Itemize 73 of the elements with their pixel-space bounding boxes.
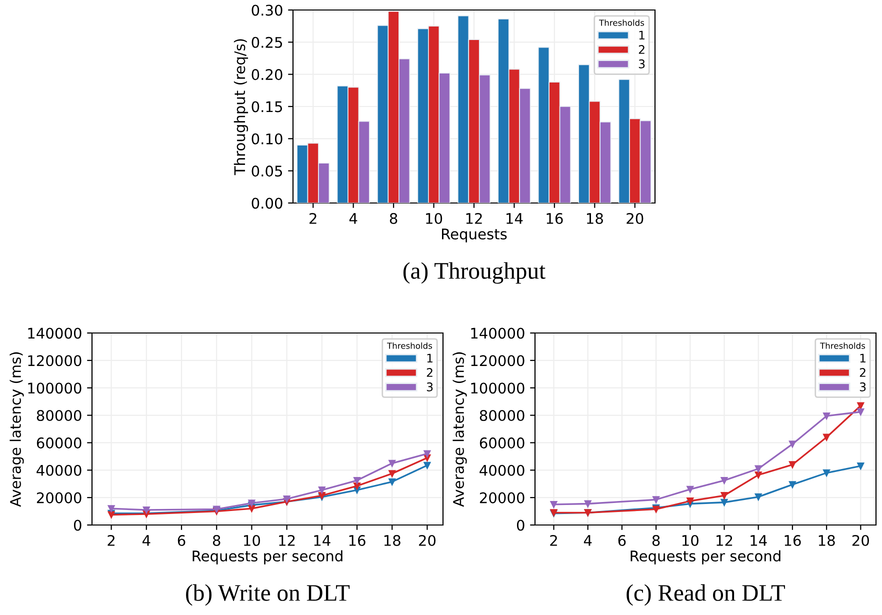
y-axis-title: Average latency (ms): [10, 352, 24, 507]
y-tick-label: 140000: [28, 328, 82, 339]
x-tick-label: 12: [716, 534, 732, 546]
x-tick-label: 4: [349, 213, 358, 224]
x-tick-label: 16: [784, 534, 801, 546]
x-tick-label: 8: [212, 534, 220, 546]
x-axis-title: Requests: [442, 228, 507, 242]
y-tick-label: 0: [74, 520, 82, 531]
legend-label: 1: [860, 354, 866, 362]
y-axis-title: Throughput (req/s): [234, 39, 248, 176]
x-tick-label: 16: [546, 212, 563, 224]
legend-label: 2: [860, 368, 866, 377]
x-tick-label: 18: [818, 534, 835, 546]
x-tick-label: 10: [682, 534, 698, 546]
x-tick-label: 12: [279, 534, 295, 546]
x-tick-label: 14: [314, 535, 330, 546]
x-tick-label: 8: [652, 534, 660, 546]
text: (b) Write on DLT: [186, 584, 350, 606]
y-tick-label: 100000: [471, 382, 524, 394]
y-tick-label: 20000: [480, 492, 524, 504]
x-tick-label: 6: [178, 534, 186, 546]
legend-title: Thresholds: [820, 342, 866, 349]
legend-label: 3: [638, 59, 645, 68]
x-tick-label: 12: [466, 212, 482, 224]
y-tick-label: 120000: [471, 355, 524, 366]
x-tick-label: 14: [506, 213, 523, 224]
y-tick-label: 40000: [36, 464, 82, 476]
y-tick-label: 140000: [471, 328, 524, 339]
y-tick-label: 0.15: [252, 101, 282, 112]
y-axis-title: Average latency (ms): [452, 352, 467, 507]
x-tick-label: 4: [142, 535, 150, 546]
text: (a) Throughput: [403, 262, 546, 284]
x-tick-label: 2: [108, 534, 114, 546]
y-tick-label: 60000: [36, 437, 82, 448]
x-axis-title: Requests per second: [192, 550, 342, 564]
y-tick-label: 0: [516, 520, 524, 531]
x-tick-label: 18: [384, 534, 400, 546]
y-tick-label: 120000: [28, 355, 82, 366]
y-tick-label: 60000: [480, 437, 524, 448]
x-tick-label: 16: [349, 534, 366, 546]
legend-title: Thresholds: [599, 19, 644, 26]
y-tick-label: 0.20: [252, 69, 282, 80]
legend-label: 1: [639, 30, 644, 40]
x-tick-label: 10: [426, 212, 442, 224]
x-tick-label: 20: [852, 534, 869, 546]
x-tick-label: 10: [244, 534, 260, 546]
legend-label: 2: [426, 368, 432, 377]
y-tick-label: 0.05: [252, 166, 282, 177]
x-tick-label: 20: [626, 212, 644, 224]
x-axis-title: Requests per second: [630, 550, 780, 564]
legend-label: 3: [860, 382, 866, 392]
x-tick-label: 4: [584, 535, 592, 546]
x-tick-label: 14: [750, 535, 767, 546]
y-tick-label: 0.30: [252, 4, 282, 16]
y-tick-label: 80000: [36, 410, 82, 422]
legend-label: 3: [426, 382, 433, 392]
y-tick-label: 0.00: [252, 198, 282, 209]
x-tick-label: 8: [390, 212, 398, 224]
legend-label: 2: [638, 45, 644, 54]
y-tick-label: 0.25: [252, 36, 282, 48]
text: (c) Read on DLT: [626, 584, 785, 606]
y-tick-label: 20000: [36, 492, 82, 504]
y-tick-label: 0.10: [252, 133, 282, 144]
y-tick-label: 40000: [480, 464, 524, 476]
x-tick-label: 20: [418, 534, 436, 546]
x-tick-label: 2: [550, 534, 557, 546]
legend-title: Thresholds: [387, 342, 432, 349]
y-tick-label: 100000: [28, 382, 82, 394]
legend-label: 1: [427, 354, 432, 362]
x-tick-label: 2: [310, 212, 316, 224]
x-tick-label: 18: [586, 212, 603, 224]
x-tick-label: 6: [618, 534, 626, 546]
y-tick-label: 80000: [480, 410, 524, 422]
